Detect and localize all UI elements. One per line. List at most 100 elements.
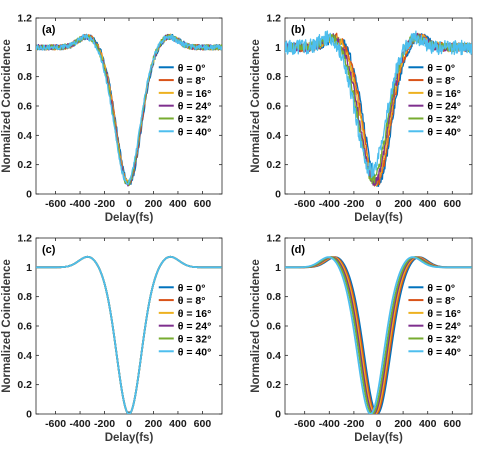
y-tick-label: 0 <box>26 189 32 201</box>
legend-entry: θ = 0° <box>427 282 455 294</box>
legend-entry: θ = 16° <box>427 88 461 100</box>
legend-entry: θ = 32° <box>427 113 461 125</box>
y-tick-label: 0.2 <box>266 379 281 391</box>
y-tick-label: 0 <box>275 409 281 421</box>
legend-entry: θ = 24° <box>427 101 461 113</box>
y-tick-label: 0.8 <box>17 71 32 83</box>
legend-entry: θ = 32° <box>178 333 212 345</box>
y-axis-label: Normalized Coincidence <box>250 259 262 393</box>
y-tick-label: 1 <box>26 262 32 274</box>
x-tick-label: 600 <box>444 418 462 430</box>
y-tick-label: 0.6 <box>266 321 281 333</box>
legend-entry: θ = 40° <box>178 346 212 358</box>
x-tick-label: -600 <box>294 198 315 210</box>
series-group <box>285 30 472 187</box>
panel-a: -600 -400 -200 0 200 400 600 0 0.2 0.4 0.6 0.8 1 1.2 (… <box>1 13 223 224</box>
legend-entry: θ = 24° <box>178 101 212 113</box>
y-tick-label: 0.8 <box>17 291 32 303</box>
x-tick-label: 0 <box>376 198 382 210</box>
y-tick-label: 1 <box>26 42 32 54</box>
legend-entry: θ = 16° <box>178 88 212 100</box>
x-axis-label: Delay(fs) <box>354 212 403 224</box>
series-line <box>285 30 472 179</box>
series-group <box>285 256 472 414</box>
legend-entry: θ = 16° <box>427 308 461 320</box>
panel-label: (b) <box>291 24 305 36</box>
y-tick-label: 0.4 <box>266 130 281 142</box>
y-tick-label: 0 <box>275 189 281 201</box>
y-axis-label: Normalized Coincidence <box>250 39 262 173</box>
legend-entry: θ = 0° <box>178 282 206 294</box>
x-tick-label: -600 <box>45 198 66 210</box>
legend-entry: θ = 24° <box>427 321 461 333</box>
x-tick-label: -400 <box>70 418 91 430</box>
x-tick-label: 200 <box>394 418 412 430</box>
series-line <box>36 255 222 414</box>
x-tick-label: 0 <box>126 418 132 430</box>
y-tick-label: 0.4 <box>266 350 281 362</box>
x-tick-label: -200 <box>94 418 115 430</box>
x-tick-label: 400 <box>169 198 187 210</box>
x-tick-label: -200 <box>343 418 364 430</box>
x-tick-label: -600 <box>45 418 66 430</box>
panel-b: -600 -400 -200 0 200 400 600 0 0.2 0.4 0.6 0.8 1 1.2 (… <box>250 13 473 224</box>
y-tick-label: 1 <box>275 262 281 274</box>
y-tick-label: 0.6 <box>266 101 281 113</box>
x-tick-label: 400 <box>419 198 437 210</box>
legend-entry: θ = 40° <box>178 126 212 138</box>
x-tick-label: -600 <box>294 418 315 430</box>
legend-entry: θ = 40° <box>427 126 461 138</box>
x-tick-label: 600 <box>444 198 462 210</box>
y-tick-label: 0.4 <box>17 130 32 142</box>
legend-entry: θ = 40° <box>427 346 461 358</box>
x-axis-label: Delay(fs) <box>354 432 403 444</box>
y-axis-label: Normalized Coincidence <box>1 39 13 173</box>
x-tick-label: -200 <box>94 198 115 210</box>
y-tick-label: 0.6 <box>17 321 32 333</box>
panel-label: (a) <box>42 24 56 36</box>
x-tick-label: 200 <box>145 198 163 210</box>
x-tick-label: 200 <box>145 418 163 430</box>
y-tick-label: 0.2 <box>17 159 32 171</box>
legend-entry: θ = 24° <box>178 321 212 333</box>
legend-entry: θ = 32° <box>178 113 212 125</box>
series-line <box>285 256 472 414</box>
x-tick-label: 600 <box>194 198 212 210</box>
x-tick-label: 200 <box>394 198 412 210</box>
y-tick-label: 0.2 <box>17 379 32 391</box>
legend-entry: θ = 16° <box>178 308 212 320</box>
legend-entry: θ = 8° <box>178 75 206 87</box>
x-axis-label: Delay(fs) <box>105 212 154 224</box>
x-tick-label: 400 <box>419 418 437 430</box>
y-tick-label: 1.2 <box>266 233 281 245</box>
y-tick-label: 0.8 <box>266 291 281 303</box>
legend-entry: θ = 8° <box>178 295 206 307</box>
y-tick-label: 0.6 <box>17 101 32 113</box>
series-group <box>36 255 222 414</box>
legend-entry: θ = 0° <box>427 62 455 74</box>
x-tick-label: -400 <box>319 198 340 210</box>
y-tick-label: 1.2 <box>17 233 32 245</box>
y-tick-label: 0.2 <box>266 159 281 171</box>
x-tick-label: 0 <box>376 418 382 430</box>
series-line <box>36 34 222 185</box>
y-tick-label: 1 <box>275 42 281 54</box>
series-group <box>36 33 222 187</box>
y-tick-label: 0.8 <box>266 71 281 83</box>
x-tick-label: -400 <box>319 418 340 430</box>
legend-entry: θ = 0° <box>178 62 206 74</box>
legend-entry: θ = 32° <box>427 333 461 345</box>
x-tick-label: 600 <box>194 418 212 430</box>
y-tick-label: 1.2 <box>266 13 281 25</box>
y-axis-label: Normalized Coincidence <box>1 259 13 393</box>
x-axis-label: Delay(fs) <box>105 432 154 444</box>
panel-label: (c) <box>42 244 56 256</box>
y-tick-label: 0 <box>26 409 32 421</box>
x-tick-label: -200 <box>343 198 364 210</box>
x-tick-label: -400 <box>70 198 91 210</box>
legend-entry: θ = 8° <box>427 75 455 87</box>
x-tick-label: 0 <box>126 198 132 210</box>
y-tick-label: 0.4 <box>17 350 32 362</box>
